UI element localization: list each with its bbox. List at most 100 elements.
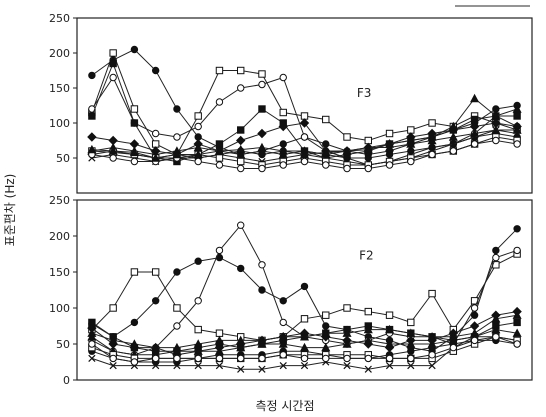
data-point [470, 304, 479, 312]
data-point [364, 154, 372, 162]
data-point [492, 246, 500, 255]
data-point [237, 365, 245, 373]
data-point [364, 354, 372, 363]
data-point [130, 358, 139, 366]
data-point [87, 144, 97, 154]
data-point [193, 339, 203, 348]
data-point [109, 59, 117, 68]
data-point [258, 150, 266, 159]
data-point [300, 133, 309, 141]
data-point [237, 84, 245, 92]
data-point [364, 136, 372, 145]
data-point [470, 328, 480, 337]
data-point [279, 318, 287, 327]
data-point [300, 112, 309, 120]
data-point [448, 121, 458, 131]
data-point [343, 133, 351, 141]
y-tick-label: 0 [63, 374, 70, 387]
data-point [194, 361, 202, 370]
plot-frame [76, 17, 533, 194]
data-point [300, 282, 309, 291]
data-point [513, 129, 521, 138]
data-point [428, 361, 436, 370]
data-point [258, 286, 266, 294]
data-point [470, 140, 479, 148]
data-point [385, 354, 394, 363]
data-point [257, 335, 267, 345]
data-point [108, 335, 118, 345]
data-point [363, 335, 373, 345]
series-11 [87, 310, 522, 352]
data-point [194, 297, 202, 305]
data-point [513, 140, 521, 148]
data-point [364, 164, 372, 173]
data-point [322, 311, 330, 319]
data-point [237, 264, 245, 273]
data-point [278, 339, 288, 348]
data-point [151, 342, 161, 352]
data-point [342, 146, 352, 155]
data-point [406, 135, 416, 145]
data-point [109, 354, 117, 363]
data-point [109, 361, 117, 370]
data-point [407, 157, 415, 166]
data-point [492, 136, 500, 145]
data-point [322, 115, 330, 124]
data-point [407, 126, 415, 134]
data-point [194, 112, 202, 120]
data-point [173, 133, 181, 141]
data-point [279, 297, 287, 305]
data-point [88, 340, 96, 348]
data-point [236, 144, 246, 154]
data-point [214, 335, 224, 345]
data-point [513, 318, 521, 327]
data-point [385, 311, 394, 319]
y-tick-label: 50 [56, 338, 70, 351]
data-point [258, 70, 266, 78]
data-point [407, 347, 415, 355]
data-point [87, 328, 97, 337]
data-point [194, 157, 202, 166]
data-point [321, 147, 331, 157]
y-axis-title: 표준편차 (Hz) [3, 174, 17, 247]
data-point [151, 268, 160, 276]
data-point [258, 105, 266, 113]
data-point [215, 361, 224, 370]
data-point [299, 118, 310, 128]
data-point [428, 289, 436, 298]
data-point [428, 119, 436, 127]
data-point [279, 351, 287, 359]
data-point [300, 315, 309, 323]
panel-label: F2 [359, 248, 374, 262]
data-point [322, 140, 330, 148]
data-point [237, 164, 245, 173]
data-point [427, 132, 437, 141]
panels-group: 50 100 150 200 250 F3 0 50 100 150 200 250 F2 [49, 12, 533, 387]
data-point [194, 122, 202, 131]
data-point [109, 304, 117, 312]
x-axis-title: 측정 시간점 [255, 399, 314, 413]
panel-label: F3 [357, 86, 372, 100]
data-point [87, 132, 97, 142]
data-point [130, 45, 139, 54]
data-point [513, 112, 521, 120]
data-point [215, 154, 224, 162]
data-point [215, 161, 224, 169]
data-point [237, 66, 245, 75]
data-point [173, 304, 181, 312]
data-point [215, 354, 224, 363]
data-point [236, 342, 246, 352]
y-tick-label: 200 [49, 230, 70, 243]
data-point [215, 329, 224, 337]
data-point [385, 324, 395, 334]
data-point [428, 351, 436, 359]
data-point [300, 354, 309, 363]
data-point [448, 132, 458, 141]
data-point [129, 339, 139, 348]
y-tick-label: 250 [49, 12, 70, 25]
data-point [194, 354, 202, 363]
y-tick-label: 200 [49, 47, 70, 60]
data-point [491, 111, 501, 120]
data-point [258, 365, 266, 373]
data-point [343, 164, 351, 173]
